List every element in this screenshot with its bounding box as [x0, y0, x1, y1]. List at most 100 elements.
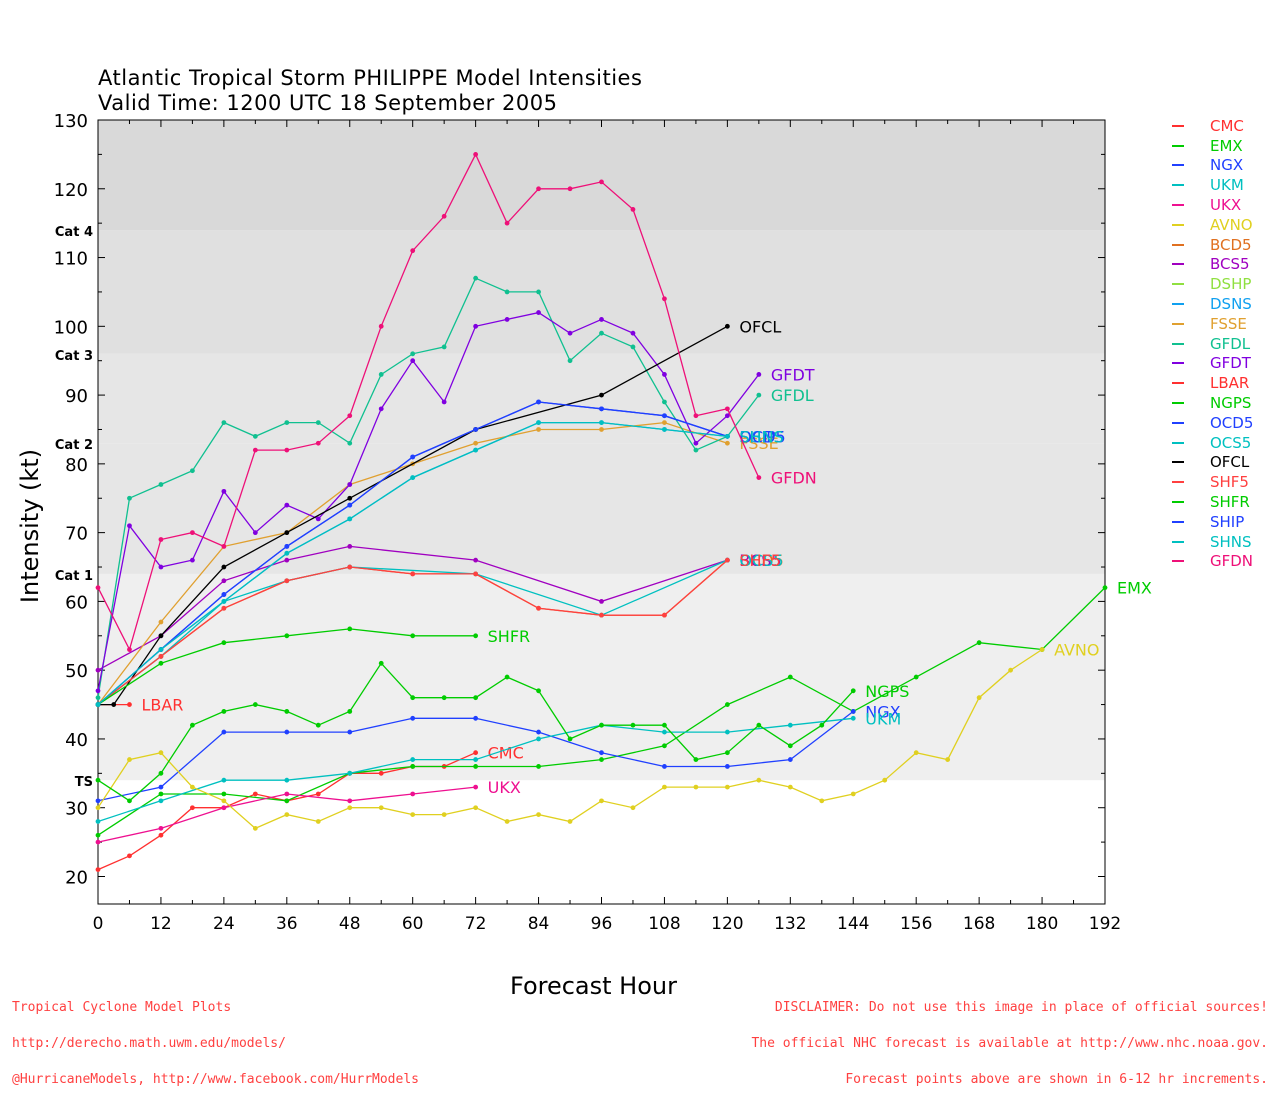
x-tick-label: 96: [591, 914, 613, 934]
data-point-gfdn: [252, 447, 258, 453]
data-point-emx: [599, 757, 604, 762]
y-tick-label: 130: [54, 111, 88, 132]
data-point-avno: [441, 812, 447, 817]
legend-item-bcd5: BCD5: [1172, 235, 1253, 255]
legend-item-bcs5: BCS5: [1172, 255, 1253, 275]
data-point-shf5: [599, 612, 604, 618]
data-point-avno: [693, 784, 699, 790]
x-tick-label: 0: [93, 914, 104, 934]
data-point-gfdn: [284, 447, 290, 453]
data-point-avno: [945, 757, 951, 762]
legend-swatch: [1172, 342, 1184, 345]
data-point-gfdl: [221, 420, 227, 425]
legend-swatch: [1172, 144, 1184, 147]
chart-subtitle: Valid Time: 1200 UTC 18 September 2005: [98, 91, 558, 115]
data-point-ofcl: [347, 495, 353, 501]
series-line-gfdl: [97, 277, 760, 698]
legend-item-dsns: DSNS: [1172, 294, 1253, 314]
legend-item-ukx: UKX: [1172, 195, 1253, 215]
data-point-ofcl: [284, 530, 290, 536]
legend-item-emx: EMX: [1172, 136, 1253, 156]
data-point-gfdt: [190, 557, 195, 563]
data-point-cmc: [158, 832, 164, 838]
data-point-emx: [913, 674, 919, 680]
series-end-label: NGPS: [865, 682, 909, 701]
category-band-label: Cat 3: [55, 349, 93, 364]
data-point-gfdn: [473, 151, 479, 157]
data-point-gfdn: [127, 647, 132, 652]
legend-label: SHFR: [1210, 493, 1250, 512]
x-tick-label: 168: [963, 914, 995, 934]
data-point-gfdt: [315, 516, 321, 522]
x-tick-label: 144: [837, 914, 869, 934]
footer-credits-line[interactable]: http://derecho.math.uwm.edu/models/: [12, 1036, 286, 1051]
data-point-gfdl: [630, 344, 636, 350]
data-point-avno: [536, 812, 541, 817]
data-point-ngx: [536, 729, 541, 735]
data-point-avno: [756, 777, 762, 783]
legend-swatch: [1172, 540, 1184, 543]
y-tick-label: 90: [65, 386, 88, 407]
series-end-label: DSNS: [739, 427, 784, 446]
data-point-ngps: [190, 722, 195, 728]
data-point-cmc: [378, 770, 384, 776]
data-point-emx: [158, 791, 164, 797]
legend-swatch: [1172, 322, 1184, 325]
data-point-gfdt: [473, 323, 479, 329]
data-point-ukx: [284, 791, 290, 797]
data-point-ngps: [221, 709, 227, 714]
data-point-gfdl: [504, 289, 510, 295]
y-tick-label: 100: [54, 317, 88, 338]
data-point-avno: [347, 805, 353, 811]
data-point-shf5: [473, 571, 479, 577]
series-end-label: SHIP: [739, 427, 776, 446]
data-point-gfdt: [410, 358, 416, 364]
data-point-ngps: [95, 777, 101, 783]
x-tick-label: 108: [648, 914, 680, 934]
footer-credits-line[interactable]: @HurricaneModels, http://www.facebook.co…: [12, 1072, 419, 1087]
legend-label: SHIP: [1210, 512, 1245, 531]
legend-item-gfdt: GFDT: [1172, 354, 1253, 374]
data-point-avno: [284, 812, 290, 817]
series-end-label: BCD5: [739, 551, 783, 570]
legend-label: GFDN: [1210, 552, 1254, 571]
data-point-shfr: [221, 640, 227, 646]
data-point-shns: [95, 702, 101, 707]
data-point-fsse: [536, 427, 541, 432]
legend-item-cmc: CMC: [1172, 116, 1253, 136]
data-point-avno: [190, 784, 195, 790]
data-point-ngps: [819, 722, 825, 728]
legend-item-ngx: NGX: [1172, 156, 1253, 176]
legend-item-lbar: LBAR: [1172, 373, 1253, 393]
data-point-gfdt: [756, 372, 762, 377]
series-end-label: FSSE: [739, 434, 778, 453]
data-point-ngx: [158, 784, 164, 790]
footer-credits: Tropical Cyclone Model Plots http://dere…: [12, 978, 419, 1098]
legend-label: SHNS: [1210, 532, 1252, 551]
data-point-shfr: [158, 660, 164, 666]
legend-label: LBAR: [1210, 374, 1250, 393]
legend-item-ship: SHIP: [1172, 512, 1253, 532]
data-point-ship: [221, 592, 227, 597]
data-point-gfdt: [127, 523, 132, 529]
data-point-gfdt: [158, 564, 164, 570]
data-point-shns: [724, 433, 730, 439]
data-point-gfdn: [724, 406, 730, 412]
legend-item-ocd5: OCD5: [1172, 413, 1253, 433]
y-tick-label: 50: [65, 661, 88, 682]
data-point-emx: [976, 640, 982, 646]
legend-label: EMX: [1210, 136, 1243, 155]
y-tick-label: 70: [65, 524, 88, 545]
y-tick-label: 30: [65, 799, 88, 820]
data-point-gfdn: [599, 179, 604, 185]
data-point-ngx: [724, 764, 730, 769]
data-point-avno: [221, 798, 227, 804]
data-point-gfdn: [378, 323, 384, 329]
data-point-gfdt: [95, 688, 101, 694]
data-point-ngps: [504, 674, 510, 680]
data-point-ngps: [127, 798, 132, 804]
data-point-gfdl: [252, 433, 258, 439]
data-point-ukx: [221, 805, 227, 811]
data-point-gfdn: [347, 413, 353, 419]
series-end-label: OFCL: [739, 317, 781, 336]
